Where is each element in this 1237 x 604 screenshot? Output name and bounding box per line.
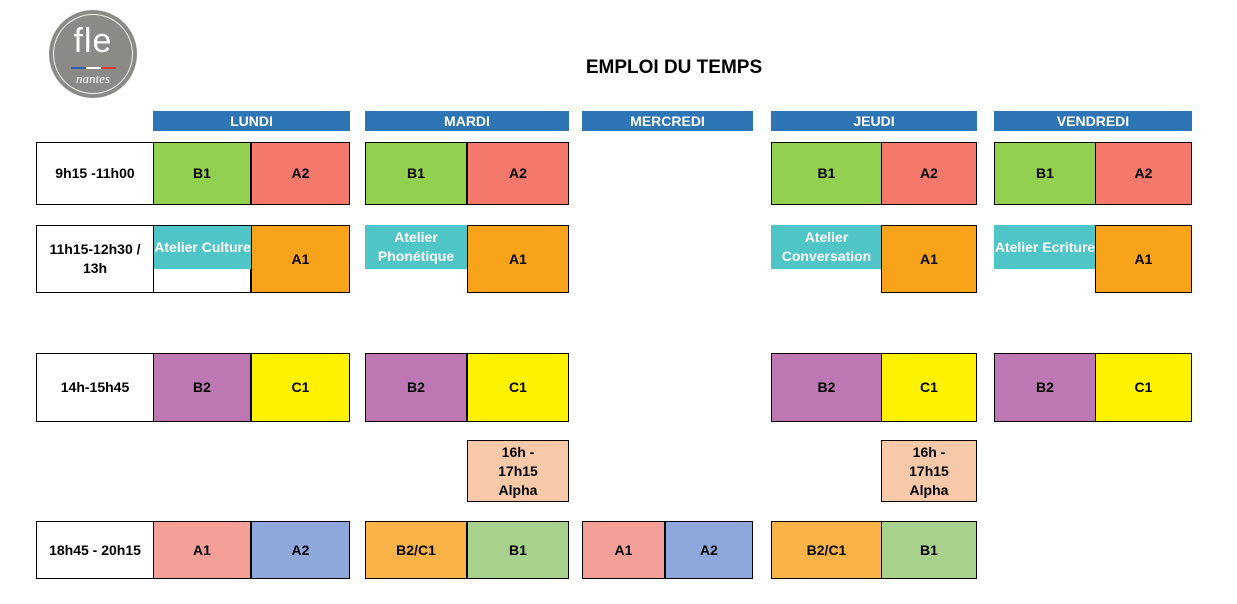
flag-stripe-blue bbox=[71, 67, 86, 69]
logo-fle-text: fle bbox=[73, 22, 113, 60]
atelier-cell-mardi: Atelier Phonétique bbox=[365, 225, 467, 269]
class-cell-lundi-evening-a1: A1 bbox=[153, 521, 251, 579]
day-header-mardi: MARDI bbox=[365, 111, 569, 131]
class-cell-vendredi-b1: B1 bbox=[994, 142, 1096, 205]
alpha-cell-mardi: 16h - 17h15 Alpha bbox=[467, 440, 569, 502]
class-cell-vendredi-a2: A2 bbox=[1095, 142, 1192, 205]
class-cell-jeudi-a1: A1 bbox=[881, 225, 977, 293]
class-cell-lundi-evening-a2: A2 bbox=[251, 521, 350, 579]
page-title: EMPLOI DU TEMPS bbox=[585, 57, 763, 78]
class-cell-mardi-a1: A1 bbox=[467, 225, 569, 293]
class-cell-mardi-c1: C1 bbox=[467, 353, 569, 422]
day-header-mercredi: MERCREDI bbox=[582, 111, 753, 131]
class-cell-lundi-b2: B2 bbox=[153, 353, 251, 422]
class-cell-mardi-evening-b2c1: B2/C1 bbox=[365, 521, 467, 579]
class-cell-lundi-c1: C1 bbox=[251, 353, 350, 422]
day-header-jeudi: JEUDI bbox=[771, 111, 977, 131]
atelier-cell-jeudi: Atelier Conversation bbox=[771, 225, 882, 269]
time-slot-2: 11h15-12h30 / 13h bbox=[36, 225, 154, 293]
class-cell-jeudi-b2: B2 bbox=[771, 353, 882, 422]
time-slot-3: 14h-15h45 bbox=[36, 353, 154, 422]
class-cell-jeudi-evening-b2c1: B2/C1 bbox=[771, 521, 882, 579]
logo-nantes-text: nantes bbox=[76, 71, 110, 86]
class-cell-jeudi-a2: A2 bbox=[881, 142, 977, 205]
fle-nantes-logo: fle nantes bbox=[49, 10, 137, 98]
day-header-lundi: LUNDI bbox=[153, 111, 350, 131]
class-cell-lundi-a1: A1 bbox=[251, 225, 350, 293]
logo-ring bbox=[53, 14, 133, 94]
class-cell-lundi-a2: A2 bbox=[251, 142, 350, 205]
class-cell-mardi-b2: B2 bbox=[365, 353, 467, 422]
class-cell-jeudi-c1: C1 bbox=[881, 353, 977, 422]
class-cell-vendredi-a1: A1 bbox=[1095, 225, 1192, 293]
flag-stripe-white bbox=[86, 67, 101, 69]
day-header-vendredi: VENDREDI bbox=[994, 111, 1192, 131]
class-cell-lundi-b1: B1 bbox=[153, 142, 251, 205]
atelier-cell-vendredi: Atelier Ecriture bbox=[994, 225, 1096, 269]
time-slot-4: 18h45 - 20h15 bbox=[36, 521, 154, 579]
time-slot-1: 9h15 -11h00 bbox=[36, 142, 154, 205]
alpha-cell-jeudi: 16h - 17h15 Alpha bbox=[881, 440, 977, 502]
class-cell-mercredi-evening-a2: A2 bbox=[665, 521, 753, 579]
class-cell-jeudi-b1: B1 bbox=[771, 142, 882, 205]
class-cell-vendredi-c1: C1 bbox=[1095, 353, 1192, 422]
class-cell-mardi-evening-b1: B1 bbox=[467, 521, 569, 579]
class-cell-vendredi-b2: B2 bbox=[994, 353, 1096, 422]
class-cell-mardi-b1: B1 bbox=[365, 142, 467, 205]
flag-stripe-red bbox=[101, 67, 116, 69]
class-cell-jeudi-evening-b1: B1 bbox=[881, 521, 977, 579]
class-cell-mardi-a2: A2 bbox=[467, 142, 569, 205]
atelier-cell-lundi: Atelier Culture bbox=[154, 226, 251, 269]
class-cell-mercredi-evening-a1: A1 bbox=[582, 521, 665, 579]
